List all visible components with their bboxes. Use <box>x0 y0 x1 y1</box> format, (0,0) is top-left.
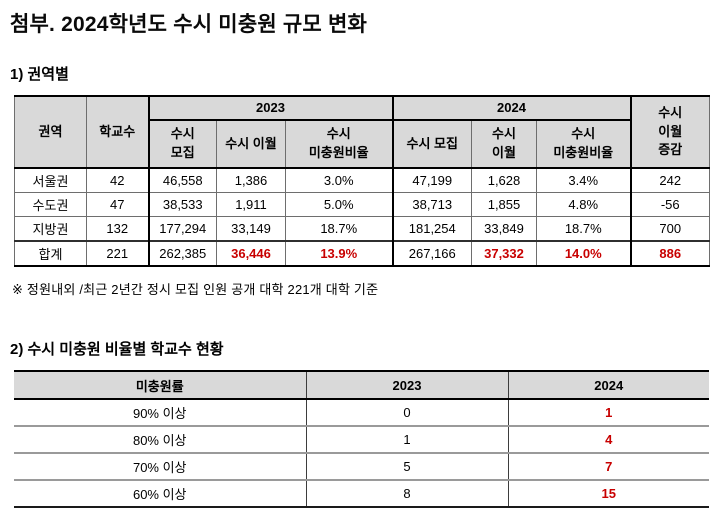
cell-iwol-2023: 1,386 <box>216 167 286 193</box>
cell-mojip-2024: 267,166 <box>391 240 472 267</box>
cell-schools: 132 <box>86 216 149 242</box>
cell-schools: 42 <box>86 167 149 193</box>
table-row-90: 90% 이상 0 1 <box>14 399 709 426</box>
cell-iwol-2024: 33,849 <box>471 216 537 242</box>
col-header-schools: 학교수 <box>86 95 149 169</box>
cell-rate-2023: 13.9% <box>285 240 393 267</box>
col-header-unfilled-rate-2023: 수시 미충원비율 <box>285 119 393 169</box>
cell-iwol-2024: 1,855 <box>471 192 537 217</box>
cell-iwol-2024: 1,628 <box>471 167 537 193</box>
cell-region: 지방권 <box>14 216 87 242</box>
cell-2023-count: 8 <box>305 479 508 507</box>
cell-rate-label: 60% 이상 <box>14 479 306 507</box>
table-row-total: 합계 221 262,385 36,446 13.9% 267,166 37,3… <box>14 240 710 267</box>
cell-schools: 47 <box>86 192 149 217</box>
col-group-2024: 2024 <box>391 95 631 121</box>
regional-unfilled-table: 권역 학교수 2023 2024 수시 이월 증감 수시 모집 수시 이월 수시 <box>14 95 710 267</box>
cell-mojip-2023: 262,385 <box>147 240 217 267</box>
cell-iwol-2023: 36,446 <box>216 240 286 267</box>
cell-iwol-2024: 37,332 <box>471 240 537 267</box>
cell-2024-count: 4 <box>507 425 709 453</box>
col-header-susi-mojip-2024: 수시 모집 <box>391 119 472 169</box>
cell-rate-2023: 3.0% <box>285 167 393 193</box>
cell-2024-count: 7 <box>507 452 709 480</box>
table-row-jibang: 지방권 132 177,294 33,149 18.7% 181,254 33,… <box>14 216 710 242</box>
table-row-80: 80% 이상 1 4 <box>14 425 709 453</box>
cell-region: 합계 <box>14 240 87 267</box>
cell-mojip-2024: 47,199 <box>391 167 472 193</box>
col-header-unfilled-rate: 미충원률 <box>14 371 306 400</box>
cell-rate-2023: 18.7% <box>285 216 393 242</box>
table-row-70: 70% 이상 5 7 <box>14 452 709 480</box>
cell-region: 서울권 <box>14 167 87 193</box>
cell-rate-2024: 4.8% <box>536 192 631 217</box>
cell-change: 242 <box>629 167 710 193</box>
col-header-unfilled-rate-2024: 수시 미충원비율 <box>536 119 631 169</box>
cell-mojip-2023: 46,558 <box>147 167 217 193</box>
footnote: ※ 정원내외 /최근 2년간 정시 모집 인원 공개 대학 221개 대학 기준 <box>12 282 379 297</box>
col-header-2024: 2024 <box>507 371 709 400</box>
cell-2023-count: 1 <box>305 425 508 453</box>
cell-rate-label: 80% 이상 <box>14 425 306 453</box>
cell-change: 886 <box>629 240 710 267</box>
cell-mojip-2024: 38,713 <box>391 192 472 217</box>
cell-rate-2024: 14.0% <box>536 240 631 267</box>
cell-mojip-2023: 38,533 <box>147 192 217 217</box>
col-header-susi-iwol-2023: 수시 이월 <box>216 119 286 169</box>
cell-iwol-2023: 1,911 <box>216 192 286 217</box>
cell-rate-label: 90% 이상 <box>132 406 187 421</box>
col-header-2023: 2023 <box>305 371 508 400</box>
section2-heading: 2) 수시 미충원 비율별 학교수 현황 <box>10 341 224 358</box>
cell-2023-count: 0 <box>305 399 508 426</box>
unfilled-rate-schools-table: 미충원률 2023 2024 90% 이상 0 1 80% 이상 1 4 70%… <box>14 370 709 508</box>
cell-rate-2024: 18.7% <box>536 216 631 242</box>
page-title: 첨부. 2024학년도 수시 미충원 규모 변화 <box>10 13 368 36</box>
table-row-60: 60% 이상 8 15 <box>14 479 709 507</box>
cell-change: -56 <box>629 192 710 217</box>
cell-mojip-2023: 177,294 <box>147 216 217 242</box>
cell-region: 수도권 <box>14 192 87 217</box>
col-header-susi-iwol-2024: 수시 이월 <box>471 119 537 169</box>
cell-mojip-2024: 181,254 <box>391 216 472 242</box>
col-header-region: 권역 <box>14 95 87 169</box>
cell-rate-2023: 5.0% <box>285 192 393 217</box>
cell-2024-count: 1 <box>507 399 709 426</box>
cell-rate-label: 70% 이상 <box>14 452 306 480</box>
table-row-sudo: 수도권 47 38,533 1,911 5.0% 38,713 1,855 4.… <box>14 192 710 217</box>
cell-schools: 221 <box>86 240 149 267</box>
col-header-carryover-change: 수시 이월 증감 <box>629 95 710 169</box>
section1-heading: 1) 권역별 <box>10 66 69 83</box>
cell-iwol-2023: 33,149 <box>216 216 286 242</box>
table-row-seoul: 서울권 42 46,558 1,386 3.0% 47,199 1,628 3.… <box>14 167 710 193</box>
col-header-susi-mojip-2023: 수시 모집 <box>147 119 217 169</box>
cell-2024-count: 15 <box>507 479 709 507</box>
cell-2023-count: 5 <box>305 452 508 480</box>
cell-change: 700 <box>629 216 710 242</box>
col-group-2023: 2023 <box>147 95 393 121</box>
cell-rate-2024: 3.4% <box>536 167 631 193</box>
